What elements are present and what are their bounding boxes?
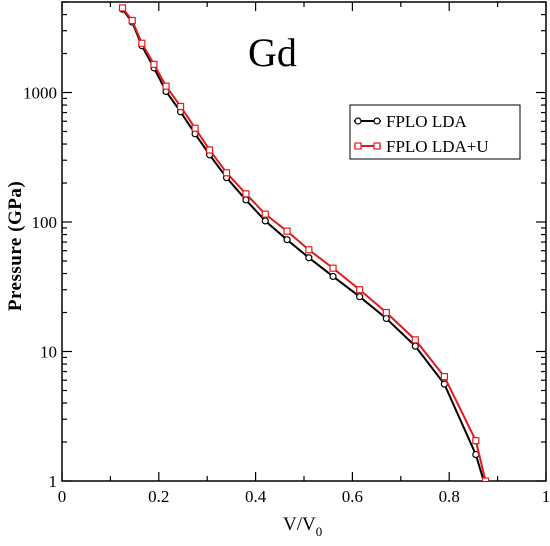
data-point	[356, 293, 364, 301]
tick-labels: 0 0.2 0.4 0.6 0.8 1 1 10 100 1000	[23, 84, 550, 506]
data-point	[138, 39, 146, 47]
legend: FPLO LDA FPLO LDA+U	[349, 104, 521, 160]
data-point	[222, 169, 231, 177]
y-tick-label: 100	[32, 213, 58, 232]
data-point	[261, 210, 269, 218]
legend-marker-lda	[354, 117, 362, 125]
annotation-gd: Gd	[248, 30, 297, 75]
y-axis-title: Pressure (GPa)	[5, 181, 26, 311]
y-tick-label: 1	[49, 472, 58, 491]
x-tick-label: 0.6	[342, 487, 363, 506]
series-line	[121, 8, 485, 481]
data-point	[356, 286, 364, 294]
y-tick-label: 10	[40, 343, 57, 362]
legend-box	[349, 104, 521, 160]
data-point	[242, 196, 250, 204]
y-tick-label: 1000	[23, 84, 57, 103]
series-fplo-lda-u	[118, 4, 490, 481]
data-point	[382, 314, 390, 323]
legend-marker-ldau	[354, 142, 362, 150]
axis-ticks	[61, 1, 547, 482]
x-tick-label: 0.4	[245, 487, 267, 506]
data-point	[118, 4, 127, 12]
data-point	[261, 217, 269, 225]
data-point	[472, 437, 480, 445]
x-axis-subscript: 0	[316, 524, 323, 539]
x-tick-label: 0.8	[439, 487, 460, 506]
x-axis-title: V/V0	[283, 514, 322, 539]
legend-marker-lda-2	[373, 117, 381, 125]
x-tick-label: 0.2	[148, 487, 169, 506]
data-point	[206, 146, 214, 154]
data-point	[382, 308, 390, 317]
data-point	[283, 227, 291, 235]
data-point	[242, 190, 250, 198]
data-point	[411, 336, 419, 344]
data-point	[283, 236, 291, 244]
data-point	[305, 254, 313, 262]
data-point	[305, 246, 313, 254]
data-point	[128, 16, 136, 25]
x-tick-label: 0	[58, 487, 67, 506]
data-point	[329, 272, 337, 281]
legend-label-lda: FPLO LDA	[386, 112, 467, 131]
data-point	[162, 82, 170, 90]
series-layer	[118, 4, 490, 490]
legend-marker-ldau-2	[373, 142, 381, 150]
legend-label-ldau: FPLO LDA+U	[386, 137, 489, 156]
plot-frame	[61, 1, 547, 482]
data-point	[150, 60, 158, 68]
x-tick-label: 1	[542, 487, 550, 506]
data-point	[191, 124, 199, 132]
svg-text:V/V0: V/V0	[283, 514, 322, 539]
data-point	[329, 264, 337, 272]
data-point	[481, 477, 490, 481]
data-point	[176, 102, 185, 111]
series-line	[121, 7, 487, 481]
data-point	[440, 373, 448, 381]
x-axis-label: V/V	[283, 514, 316, 535]
data-point	[483, 484, 489, 490]
